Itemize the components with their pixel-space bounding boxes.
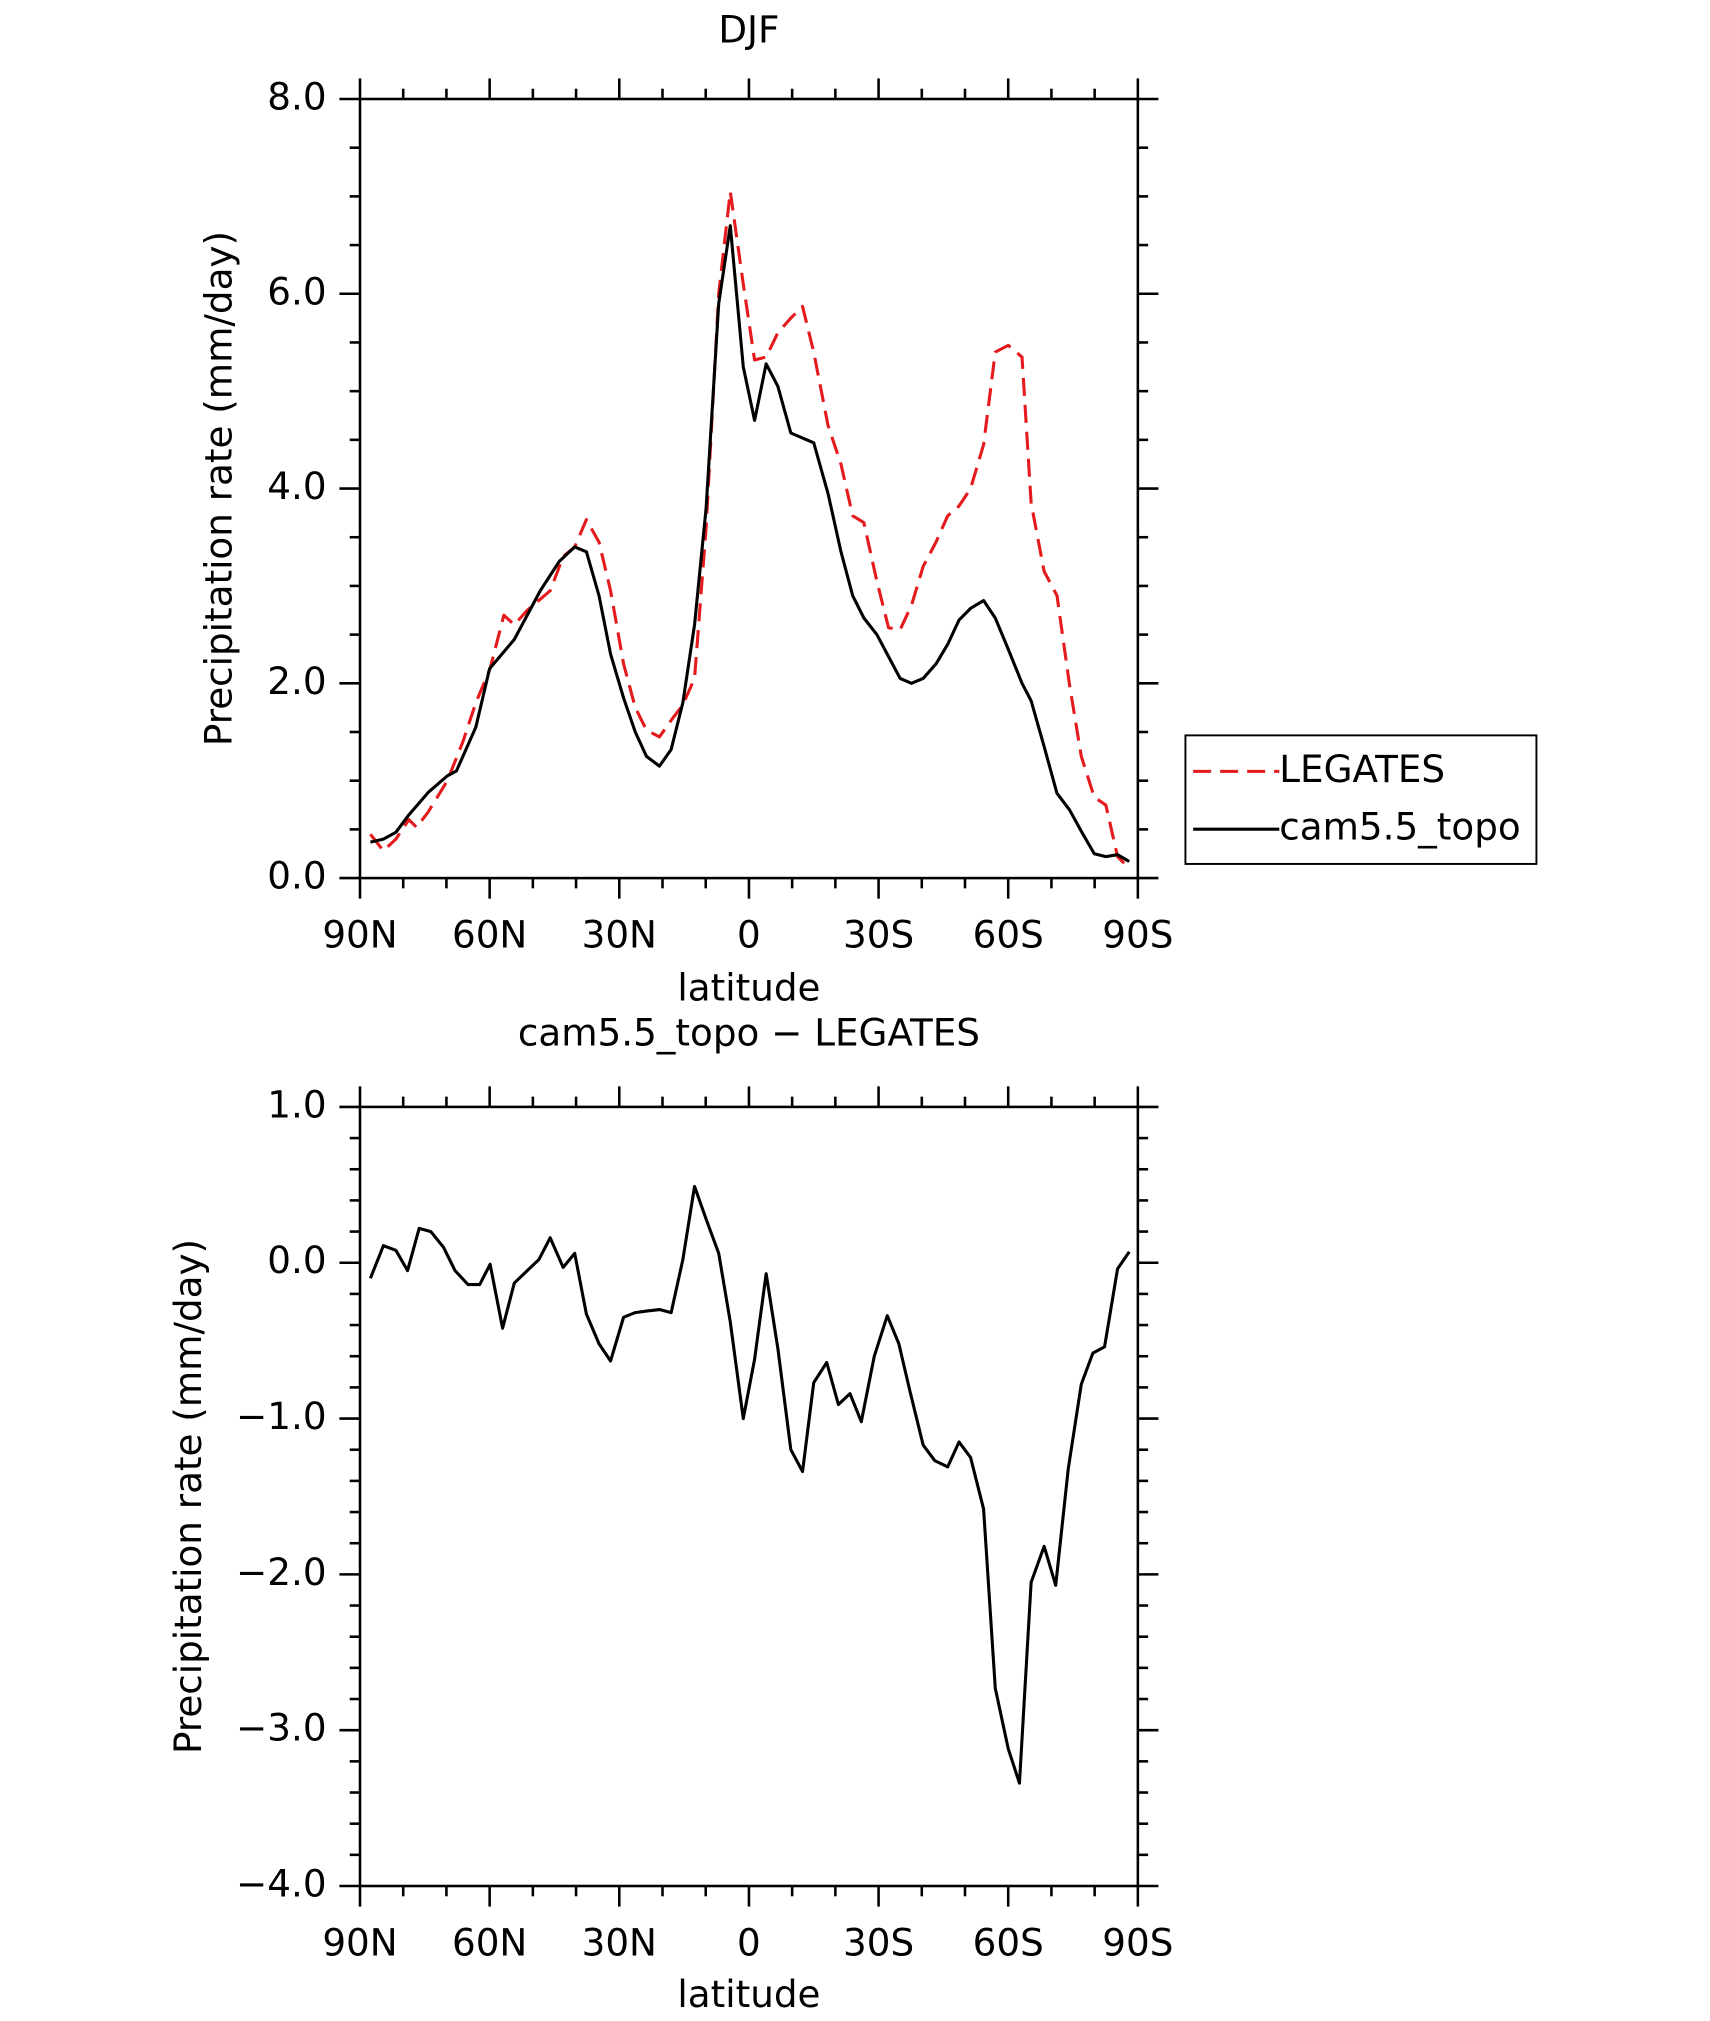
chart: DJF latitude Precipitation rate (mm/day) 90… — [197, 8, 1538, 1009]
y-tick-label: 2.0 — [267, 659, 326, 703]
y-tick-label: 1.0 — [267, 1082, 326, 1126]
x-tick-label: 30N — [582, 913, 657, 957]
y-tick-label: 0.0 — [267, 854, 326, 898]
x-tick-label: 60S — [973, 1921, 1044, 1965]
x-tick-label: 30N — [582, 1921, 657, 1965]
data-line — [368, 1184, 1131, 1785]
x-tick-label: 30S — [843, 1921, 914, 1965]
chart-title: DJF — [718, 8, 779, 52]
y-axis-label: Precipitation rate (mm/day) — [166, 1239, 210, 1754]
x-axis-label: latitude — [677, 965, 820, 1009]
data-line — [370, 224, 1131, 863]
x-tick-label: 90S — [1102, 913, 1173, 957]
y-tick-label: 0.0 — [267, 1238, 326, 1282]
x-tick-label: 0 — [737, 1921, 761, 1965]
plot-frame — [358, 97, 1140, 880]
y-tick-label: 6.0 — [267, 269, 326, 313]
legend-label: LEGATES — [1279, 747, 1445, 791]
x-tick-label: 90N — [322, 1921, 397, 1965]
y-axis-label: Precipitation rate (mm/day) — [197, 231, 241, 746]
y-tick-label: 4.0 — [267, 464, 326, 508]
x-tick-label: 0 — [737, 913, 761, 957]
y-tick-label: −3.0 — [236, 1706, 327, 1750]
x-tick-label: 90S — [1102, 1921, 1173, 1965]
x-tick-label: 60N — [452, 913, 527, 957]
x-tick-label: 60N — [452, 1921, 527, 1965]
x-axis-label: latitude — [677, 1972, 820, 2016]
x-tick-label: 30S — [843, 913, 914, 957]
legend-box — [1184, 734, 1538, 865]
data-line — [369, 190, 1131, 870]
x-tick-label: 60S — [973, 913, 1044, 957]
x-tick-label: 90N — [322, 913, 397, 957]
chart-title: cam5.5_topo − LEGATES — [518, 1010, 980, 1054]
y-tick-label: −2.0 — [236, 1550, 327, 1594]
y-tick-label: 8.0 — [267, 74, 326, 118]
y-tick-label: −4.0 — [236, 1862, 327, 1906]
y-tick-label: −1.0 — [236, 1394, 327, 1438]
chart: cam5.5_topo − LEGATES latitude Precipitati… — [166, 1010, 1174, 2016]
legend-label: cam5.5_topo — [1279, 805, 1520, 849]
